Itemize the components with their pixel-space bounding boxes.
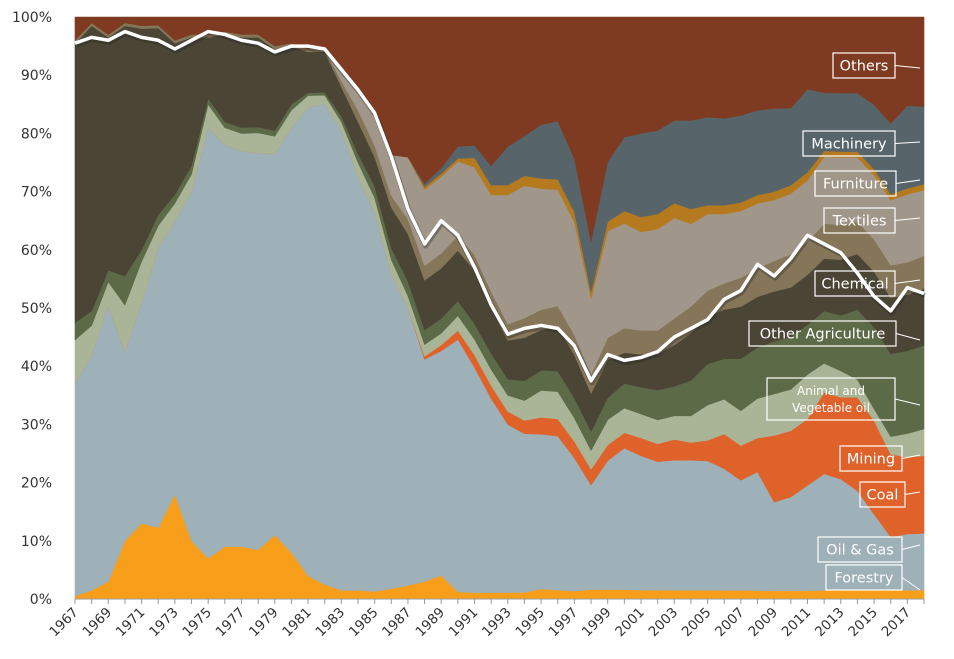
label-leader-line (895, 333, 921, 341)
y-tick-label: 60% (21, 243, 52, 259)
x-tick-label: 1981 (279, 605, 315, 641)
x-tick-label: 1983 (313, 605, 349, 641)
label-text: Coal (867, 488, 899, 504)
label-animal-and-vegetable-oil: Animal and Vegetable oil (766, 377, 921, 421)
label-box (832, 52, 896, 79)
x-tick-label: 1987 (379, 605, 415, 641)
label-text: Oil & Gas (826, 543, 894, 559)
x-tick-label: 1973 (146, 605, 182, 641)
label-coal: Coal (859, 481, 921, 508)
label-others: Others (832, 52, 921, 79)
label-forestry: Forestry (825, 564, 921, 591)
label-text: Mining (847, 452, 895, 468)
x-tick-label: 2001 (612, 605, 648, 641)
x-tick-label: 1985 (346, 605, 382, 641)
label-machinery: Machinery (802, 130, 921, 157)
label-box (825, 564, 903, 591)
label-leader-line (901, 544, 921, 550)
label-leader-line (894, 279, 921, 284)
x-tick-label: 1977 (213, 605, 249, 641)
y-tick-label: 0% (30, 592, 52, 608)
label-text: Textiles (832, 214, 887, 230)
y-tick-label: 90% (21, 68, 52, 84)
label-box (802, 130, 896, 157)
label-leader-line (894, 398, 921, 406)
x-tick-label: 1991 (446, 605, 482, 641)
x-tick-label: 2011 (779, 605, 815, 641)
label-text: Machinery (811, 137, 887, 153)
label-leader-line (901, 577, 921, 591)
x-tick-label: 1979 (246, 605, 282, 641)
y-tick-label: 20% (21, 476, 52, 492)
area-series-group (74, 16, 925, 600)
label-box (817, 536, 903, 563)
label-box (748, 320, 897, 347)
label-chemical: Chemical (814, 270, 921, 297)
x-tick-label: 2017 (879, 605, 915, 641)
x-tick-label: 2007 (712, 605, 748, 641)
x-tick-label: 1999 (579, 605, 615, 641)
x-tick-label: 1975 (179, 605, 215, 641)
y-tick-label: 100% (12, 10, 52, 26)
x-tick-label: 2013 (812, 605, 848, 641)
label-mining: Mining (839, 445, 921, 472)
y-tick-label: 70% (21, 185, 52, 201)
label-leader-line (894, 141, 921, 144)
label-text: Animal and Vegetable oil (792, 384, 870, 415)
label-leader-line (901, 454, 921, 459)
label-text: Others (840, 59, 889, 75)
label-box (859, 481, 906, 508)
x-tick-label: 2009 (745, 605, 781, 641)
x-tick-label: 1967 (46, 605, 82, 641)
x-tick-label: 2005 (679, 605, 715, 641)
y-tick-label: 30% (21, 417, 52, 433)
x-tick-label: 2015 (845, 605, 881, 641)
total-line-group (74, 29, 926, 386)
label-text: Furniture (823, 177, 888, 193)
x-tick-label: 1995 (512, 605, 548, 641)
y-tick-label: 10% (21, 534, 52, 550)
label-leader-line (894, 65, 921, 69)
label-oil-gas: Oil & Gas (817, 536, 921, 563)
series-labels-group: Others Machinery Furniture Textiles Chemical… (748, 52, 921, 591)
label-leader-line (904, 491, 921, 495)
label-text: Chemical (821, 277, 888, 293)
label-leader-line (894, 217, 921, 221)
label-other-agriculture: Other Agriculture (748, 320, 921, 347)
x-tick-label: 1989 (412, 605, 448, 641)
total-line (74, 29, 925, 383)
label-box (839, 445, 903, 472)
y-tick-label: 80% (21, 126, 52, 142)
label-box (814, 170, 897, 197)
x-tick-label: 1997 (546, 605, 582, 641)
label-box (823, 207, 896, 234)
y-tick-label: 40% (21, 359, 52, 375)
label-box (766, 377, 896, 421)
label-text: Other Agriculture (760, 327, 886, 343)
label-text: Forestry (834, 571, 893, 587)
label-furniture: Furniture (814, 170, 921, 197)
label-box (814, 270, 896, 297)
x-tick-label: 1969 (80, 605, 116, 641)
area-others (74, 16, 925, 242)
x-tick-label: 2003 (646, 605, 682, 641)
y-tick-label: 50% (21, 301, 52, 317)
x-tick-label: 1971 (113, 605, 149, 641)
label-textiles: Textiles (823, 207, 921, 234)
label-leader-line (895, 179, 921, 184)
x-tick-label: 1993 (479, 605, 515, 641)
